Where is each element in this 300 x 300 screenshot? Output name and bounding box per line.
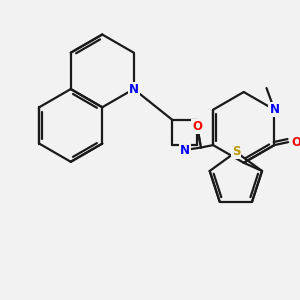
Text: O: O <box>192 120 202 133</box>
Text: N: N <box>269 103 279 116</box>
Text: S: S <box>232 146 240 158</box>
Text: O: O <box>291 136 300 148</box>
Text: N: N <box>129 82 139 96</box>
Text: N: N <box>180 143 190 157</box>
